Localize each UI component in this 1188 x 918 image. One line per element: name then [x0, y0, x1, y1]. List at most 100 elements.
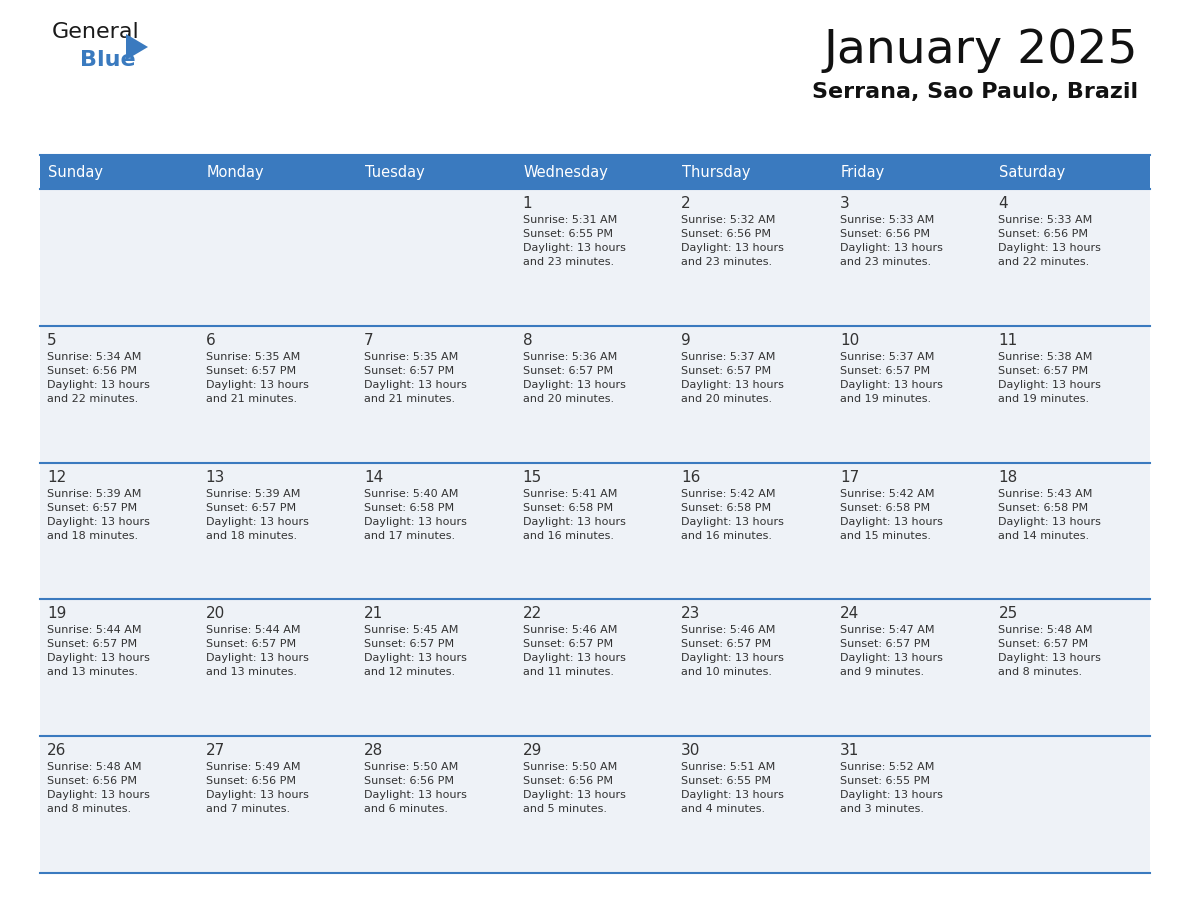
Text: 31: 31	[840, 744, 859, 758]
Text: Tuesday: Tuesday	[365, 164, 425, 180]
Text: 5: 5	[48, 333, 57, 348]
Bar	[833, 155, 992, 189]
Text: Sunrise: 5:38 AM
Sunset: 6:57 PM
Daylight: 13 hours
and 19 minutes.: Sunrise: 5:38 AM Sunset: 6:57 PM Dayligh…	[998, 352, 1101, 404]
Text: Thursday: Thursday	[682, 164, 751, 180]
Bar	[833, 463, 992, 599]
Bar	[516, 599, 675, 736]
Bar	[675, 599, 833, 736]
Text: Sunrise: 5:42 AM
Sunset: 6:58 PM
Daylight: 13 hours
and 15 minutes.: Sunrise: 5:42 AM Sunset: 6:58 PM Dayligh…	[840, 488, 943, 541]
Bar	[40, 155, 198, 189]
Text: 18: 18	[998, 470, 1018, 485]
Bar	[358, 155, 516, 189]
Text: 29: 29	[523, 744, 542, 758]
Text: 12: 12	[48, 470, 67, 485]
Text: Monday: Monday	[207, 164, 264, 180]
Text: Sunrise: 5:36 AM
Sunset: 6:57 PM
Daylight: 13 hours
and 20 minutes.: Sunrise: 5:36 AM Sunset: 6:57 PM Dayligh…	[523, 352, 626, 404]
Text: 26: 26	[48, 744, 67, 758]
Bar	[358, 326, 516, 463]
Text: 3: 3	[840, 196, 849, 211]
Bar	[516, 326, 675, 463]
Text: Sunday: Sunday	[48, 164, 103, 180]
Text: Sunrise: 5:48 AM
Sunset: 6:57 PM
Daylight: 13 hours
and 8 minutes.: Sunrise: 5:48 AM Sunset: 6:57 PM Dayligh…	[998, 625, 1101, 677]
Text: Sunrise: 5:37 AM
Sunset: 6:57 PM
Daylight: 13 hours
and 20 minutes.: Sunrise: 5:37 AM Sunset: 6:57 PM Dayligh…	[681, 352, 784, 404]
Bar	[833, 736, 992, 873]
Bar	[992, 599, 1150, 736]
Text: 6: 6	[206, 333, 215, 348]
Bar	[992, 189, 1150, 326]
Bar	[358, 736, 516, 873]
Text: Sunrise: 5:52 AM
Sunset: 6:55 PM
Daylight: 13 hours
and 3 minutes.: Sunrise: 5:52 AM Sunset: 6:55 PM Dayligh…	[840, 762, 943, 814]
Bar	[198, 155, 358, 189]
Bar	[992, 736, 1150, 873]
Text: 8: 8	[523, 333, 532, 348]
Text: Serrana, Sao Paulo, Brazil: Serrana, Sao Paulo, Brazil	[811, 82, 1138, 102]
Bar	[358, 463, 516, 599]
Text: Sunrise: 5:33 AM
Sunset: 6:56 PM
Daylight: 13 hours
and 22 minutes.: Sunrise: 5:33 AM Sunset: 6:56 PM Dayligh…	[998, 215, 1101, 267]
Text: Sunrise: 5:32 AM
Sunset: 6:56 PM
Daylight: 13 hours
and 23 minutes.: Sunrise: 5:32 AM Sunset: 6:56 PM Dayligh…	[681, 215, 784, 267]
Bar	[833, 599, 992, 736]
Text: Sunrise: 5:39 AM
Sunset: 6:57 PM
Daylight: 13 hours
and 18 minutes.: Sunrise: 5:39 AM Sunset: 6:57 PM Dayligh…	[206, 488, 309, 541]
Bar	[992, 155, 1150, 189]
Bar	[358, 189, 516, 326]
Text: Saturday: Saturday	[999, 164, 1066, 180]
Text: 7: 7	[365, 333, 374, 348]
Text: Sunrise: 5:33 AM
Sunset: 6:56 PM
Daylight: 13 hours
and 23 minutes.: Sunrise: 5:33 AM Sunset: 6:56 PM Dayligh…	[840, 215, 943, 267]
Text: 28: 28	[365, 744, 384, 758]
Bar	[516, 155, 675, 189]
Bar	[833, 189, 992, 326]
Text: 4: 4	[998, 196, 1009, 211]
Text: 10: 10	[840, 333, 859, 348]
Text: 30: 30	[681, 744, 701, 758]
Text: 27: 27	[206, 744, 225, 758]
Bar	[675, 155, 833, 189]
Bar	[198, 599, 358, 736]
Bar	[198, 189, 358, 326]
Text: Sunrise: 5:49 AM
Sunset: 6:56 PM
Daylight: 13 hours
and 7 minutes.: Sunrise: 5:49 AM Sunset: 6:56 PM Dayligh…	[206, 762, 309, 814]
Text: 2: 2	[681, 196, 691, 211]
Bar	[40, 736, 198, 873]
Bar	[198, 326, 358, 463]
Text: 24: 24	[840, 607, 859, 621]
Bar	[198, 463, 358, 599]
Text: Sunrise: 5:46 AM
Sunset: 6:57 PM
Daylight: 13 hours
and 10 minutes.: Sunrise: 5:46 AM Sunset: 6:57 PM Dayligh…	[681, 625, 784, 677]
Bar	[40, 463, 198, 599]
Text: January 2025: January 2025	[823, 28, 1138, 73]
Text: Sunrise: 5:46 AM
Sunset: 6:57 PM
Daylight: 13 hours
and 11 minutes.: Sunrise: 5:46 AM Sunset: 6:57 PM Dayligh…	[523, 625, 626, 677]
Text: Sunrise: 5:47 AM
Sunset: 6:57 PM
Daylight: 13 hours
and 9 minutes.: Sunrise: 5:47 AM Sunset: 6:57 PM Dayligh…	[840, 625, 943, 677]
Bar	[675, 736, 833, 873]
Text: Wednesday: Wednesday	[524, 164, 608, 180]
Text: 20: 20	[206, 607, 225, 621]
Text: Sunrise: 5:48 AM
Sunset: 6:56 PM
Daylight: 13 hours
and 8 minutes.: Sunrise: 5:48 AM Sunset: 6:56 PM Dayligh…	[48, 762, 150, 814]
Text: Sunrise: 5:37 AM
Sunset: 6:57 PM
Daylight: 13 hours
and 19 minutes.: Sunrise: 5:37 AM Sunset: 6:57 PM Dayligh…	[840, 352, 943, 404]
Bar	[675, 189, 833, 326]
Bar	[358, 599, 516, 736]
Text: 17: 17	[840, 470, 859, 485]
Bar	[992, 463, 1150, 599]
Bar	[40, 599, 198, 736]
Text: Sunrise: 5:42 AM
Sunset: 6:58 PM
Daylight: 13 hours
and 16 minutes.: Sunrise: 5:42 AM Sunset: 6:58 PM Dayligh…	[681, 488, 784, 541]
Text: Sunrise: 5:40 AM
Sunset: 6:58 PM
Daylight: 13 hours
and 17 minutes.: Sunrise: 5:40 AM Sunset: 6:58 PM Dayligh…	[365, 488, 467, 541]
Bar	[675, 326, 833, 463]
Text: 21: 21	[365, 607, 384, 621]
Bar	[516, 463, 675, 599]
Text: Friday: Friday	[841, 164, 885, 180]
Text: 19: 19	[48, 607, 67, 621]
Bar	[992, 326, 1150, 463]
Text: General: General	[52, 22, 140, 42]
Bar	[833, 326, 992, 463]
Text: Sunrise: 5:35 AM
Sunset: 6:57 PM
Daylight: 13 hours
and 21 minutes.: Sunrise: 5:35 AM Sunset: 6:57 PM Dayligh…	[365, 352, 467, 404]
Text: 11: 11	[998, 333, 1018, 348]
Text: Sunrise: 5:50 AM
Sunset: 6:56 PM
Daylight: 13 hours
and 5 minutes.: Sunrise: 5:50 AM Sunset: 6:56 PM Dayligh…	[523, 762, 626, 814]
Text: Sunrise: 5:41 AM
Sunset: 6:58 PM
Daylight: 13 hours
and 16 minutes.: Sunrise: 5:41 AM Sunset: 6:58 PM Dayligh…	[523, 488, 626, 541]
Text: 9: 9	[681, 333, 691, 348]
Polygon shape	[126, 34, 148, 60]
Text: 16: 16	[681, 470, 701, 485]
Text: Sunrise: 5:39 AM
Sunset: 6:57 PM
Daylight: 13 hours
and 18 minutes.: Sunrise: 5:39 AM Sunset: 6:57 PM Dayligh…	[48, 488, 150, 541]
Text: Sunrise: 5:50 AM
Sunset: 6:56 PM
Daylight: 13 hours
and 6 minutes.: Sunrise: 5:50 AM Sunset: 6:56 PM Dayligh…	[365, 762, 467, 814]
Text: Sunrise: 5:51 AM
Sunset: 6:55 PM
Daylight: 13 hours
and 4 minutes.: Sunrise: 5:51 AM Sunset: 6:55 PM Dayligh…	[681, 762, 784, 814]
Bar	[675, 463, 833, 599]
Bar	[198, 736, 358, 873]
Text: Sunrise: 5:44 AM
Sunset: 6:57 PM
Daylight: 13 hours
and 13 minutes.: Sunrise: 5:44 AM Sunset: 6:57 PM Dayligh…	[48, 625, 150, 677]
Text: 14: 14	[365, 470, 384, 485]
Bar	[516, 736, 675, 873]
